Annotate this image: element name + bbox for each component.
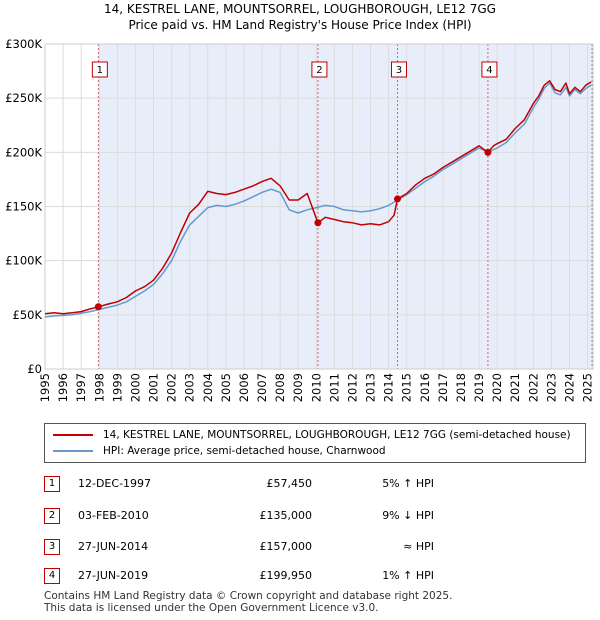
transaction-number: 1 bbox=[44, 476, 60, 492]
transaction-number: 3 bbox=[44, 539, 60, 555]
x-tick-label: 2019 bbox=[472, 373, 486, 402]
transaction-hpi-delta: 9% ↓ HPI bbox=[382, 509, 434, 522]
x-tick-label: 2022 bbox=[526, 373, 540, 402]
x-tick-label: 2004 bbox=[201, 373, 215, 402]
y-tick-label: £300K bbox=[5, 37, 42, 51]
sale-number-label: 1 bbox=[97, 65, 103, 76]
x-tick-label: 1998 bbox=[92, 373, 106, 402]
transaction-row: 3 27-JUN-2014 £157,000 ≈ HPI bbox=[44, 538, 584, 556]
price-chart: 1 2 3 4 £0 £50K £100K £150K £200K £250K £300K 1995 1… bbox=[5, 37, 595, 402]
sale-number-label: 3 bbox=[396, 65, 402, 76]
x-tick-label: 1996 bbox=[56, 373, 70, 402]
legend-label-property: 14, KESTREL LANE, MOUNTSORREL, LOUGHBORO… bbox=[103, 429, 571, 441]
transaction-price: £157,000 bbox=[259, 540, 313, 553]
x-tick-label: 2001 bbox=[147, 373, 161, 402]
x-tick-label: 2015 bbox=[400, 373, 414, 402]
sale-number-box bbox=[311, 61, 328, 78]
transaction-date: 03-FEB-2010 bbox=[78, 509, 149, 522]
transaction-price: £199,950 bbox=[259, 569, 313, 582]
x-tick-label: 2013 bbox=[364, 373, 378, 402]
x-tick-label: 1995 bbox=[38, 373, 52, 402]
footer-copyright: Contains HM Land Registry data © Crown c… bbox=[44, 590, 453, 602]
x-tick-label: 2023 bbox=[544, 373, 558, 402]
x-tick-label: 2011 bbox=[327, 373, 341, 402]
x-tick-label: 2010 bbox=[309, 373, 323, 402]
legend-item-hpi: HPI: Average price, semi-detached house,… bbox=[53, 443, 386, 459]
transaction-hpi-delta: 5% ↑ HPI bbox=[382, 477, 434, 490]
plot-frame bbox=[44, 43, 594, 370]
legend-swatch-hpi bbox=[53, 450, 93, 452]
y-tick-label: £150K bbox=[5, 200, 42, 214]
x-tick-label: 2021 bbox=[508, 373, 522, 402]
transaction-date: 27-JUN-2019 bbox=[78, 569, 149, 582]
x-tick-label: 2008 bbox=[273, 373, 287, 402]
transaction-row: 2 03-FEB-2010 £135,000 9% ↓ HPI bbox=[44, 507, 584, 525]
x-tick-label: 2017 bbox=[436, 373, 450, 402]
x-tick-label: 2000 bbox=[128, 373, 142, 402]
transaction-date: 12-DEC-1997 bbox=[78, 477, 152, 490]
y-tick-label: £250K bbox=[5, 91, 42, 105]
chart-legend: 14, KESTREL LANE, MOUNTSORREL, LOUGHBORO… bbox=[44, 423, 586, 463]
x-tick-label: 2005 bbox=[219, 373, 233, 402]
x-tick-label: 2002 bbox=[165, 373, 179, 402]
transaction-hpi-delta: ≈ HPI bbox=[403, 540, 434, 553]
sale-point bbox=[94, 303, 102, 311]
hpi-line bbox=[44, 82, 592, 318]
transaction-hpi-delta: 1% ↑ HPI bbox=[382, 569, 434, 582]
x-tick-label: 2016 bbox=[418, 373, 432, 402]
legend-item-property: 14, KESTREL LANE, MOUNTSORREL, LOUGHBORO… bbox=[53, 427, 571, 443]
chart-subtitle: Price paid vs. HM Land Registry's House … bbox=[128, 18, 472, 32]
sale-number-label: 2 bbox=[316, 65, 322, 76]
chart-title: 14, KESTREL LANE, MOUNTSORREL, LOUGHBORO… bbox=[104, 2, 496, 16]
y-tick-label: £100K bbox=[5, 254, 42, 268]
x-tick-label: 2014 bbox=[382, 373, 396, 402]
x-tick-label: 1999 bbox=[110, 373, 124, 402]
transaction-number: 4 bbox=[44, 568, 60, 584]
sale-number-box bbox=[91, 61, 108, 78]
sale-point bbox=[484, 148, 492, 156]
y-tick-label: £200K bbox=[5, 145, 42, 159]
sale-number-box bbox=[481, 61, 498, 78]
sale-number-box bbox=[390, 61, 407, 78]
x-tick-label: 2020 bbox=[490, 373, 504, 402]
transaction-row: 1 12-DEC-1997 £57,450 5% ↑ HPI bbox=[44, 475, 584, 493]
x-tick-label: 1997 bbox=[74, 373, 88, 402]
sale-point bbox=[314, 219, 322, 227]
x-tick-label: 2018 bbox=[454, 373, 468, 402]
x-tick-label: 2025 bbox=[581, 373, 595, 402]
y-tick-label: £50K bbox=[13, 308, 43, 322]
transaction-date: 27-JUN-2014 bbox=[78, 540, 149, 553]
transaction-price: £57,450 bbox=[266, 477, 313, 490]
x-tick-label: 2006 bbox=[237, 373, 251, 402]
legend-swatch-property bbox=[53, 434, 93, 436]
x-tick-label: 2007 bbox=[255, 373, 269, 402]
sale-number-label: 4 bbox=[486, 65, 492, 76]
transaction-number: 2 bbox=[44, 508, 60, 524]
x-tick-label: 2003 bbox=[183, 373, 197, 402]
footer-licence: This data is licensed under the Open Gov… bbox=[44, 602, 379, 614]
transaction-price: £135,000 bbox=[259, 509, 313, 522]
legend-label-hpi: HPI: Average price, semi-detached house,… bbox=[103, 445, 386, 457]
x-tick-label: 2012 bbox=[345, 373, 359, 402]
x-tick-label: 2024 bbox=[562, 373, 576, 402]
x-tick-label: 2009 bbox=[291, 373, 305, 402]
y-tick-label: £0 bbox=[27, 362, 42, 376]
transaction-row: 4 27-JUN-2019 £199,950 1% ↑ HPI bbox=[44, 567, 584, 585]
sale-point bbox=[393, 195, 401, 203]
property-price-line bbox=[44, 80, 592, 315]
